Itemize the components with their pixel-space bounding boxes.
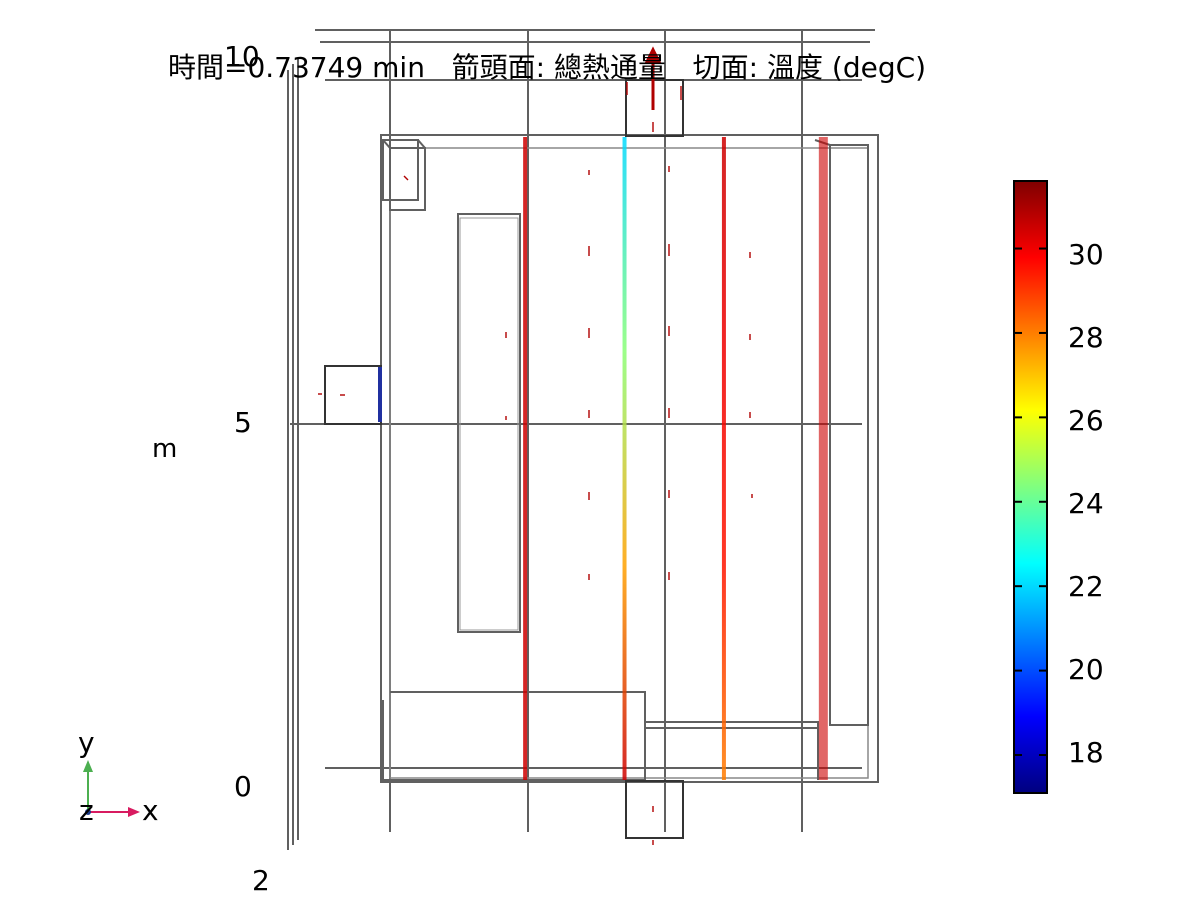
y-tick-label: 10 xyxy=(224,40,260,73)
geometry-wireframe xyxy=(287,29,879,850)
colorbar-ticks xyxy=(1014,247,1047,757)
temperature-slice xyxy=(818,137,828,780)
colorbar-tick-label: 26 xyxy=(1068,404,1104,437)
colorbar xyxy=(1013,180,1048,794)
triad-z-label: z xyxy=(79,794,94,827)
colorbar-tick-label: 24 xyxy=(1068,487,1104,520)
temperature-slice xyxy=(721,137,726,780)
depth-tick-label: 2 xyxy=(252,864,270,897)
temperature-slices xyxy=(523,137,828,780)
heat-flux-arrows xyxy=(318,46,753,845)
y-axis-unit: m xyxy=(152,434,178,464)
colorbar-tick-label: 22 xyxy=(1068,570,1104,603)
temperature-slice xyxy=(523,137,528,780)
axis-triad xyxy=(83,760,140,817)
colorbar-tick-label: 20 xyxy=(1068,653,1104,686)
triad-y-label: y xyxy=(78,726,95,759)
y-tick-label: 0 xyxy=(234,770,252,803)
colorbar-tick-label: 28 xyxy=(1068,321,1104,354)
colorbar-tick-label: 30 xyxy=(1068,238,1104,271)
triad-x-label: x xyxy=(142,794,159,827)
y-tick-label: 5 xyxy=(234,406,252,439)
colorbar-tick-label: 18 xyxy=(1068,736,1104,769)
temperature-slice xyxy=(622,137,627,780)
chart-title: 時間=0.73749 min 箭頭面: 總熱通量 切面: 溫度 (degC) xyxy=(168,51,927,84)
